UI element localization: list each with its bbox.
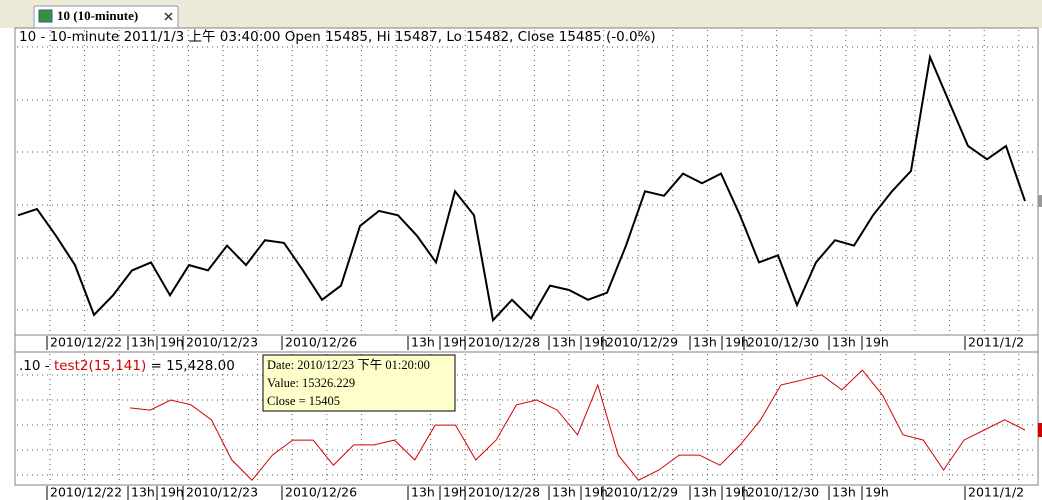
x-tick-label: 2010/12/30 <box>747 335 819 350</box>
x-tick-label: 2010/12/23 <box>186 335 258 350</box>
series-line <box>17 53 1026 323</box>
indicator-prefix: .10 - <box>19 358 54 374</box>
x-tick-label: 19h <box>584 335 608 350</box>
x-tick-label: 19h <box>865 485 889 500</box>
x-tick-label: 13h <box>693 335 717 350</box>
x-tick-label: 13h <box>552 335 576 350</box>
chart-header: 10 - 10-minute 2011/1/3 上午 03:40:00 Open… <box>19 29 656 45</box>
x-tick-label: 19h <box>725 485 749 500</box>
indicator-name: test2(15,141) <box>54 358 146 374</box>
x-tick-label: 19h <box>160 485 184 500</box>
tooltip-line: Value: 15326.229 <box>267 376 355 390</box>
x-tick-label: 2010/12/22 <box>50 485 122 500</box>
x-tick-label: 19h <box>443 485 467 500</box>
indicator-marker <box>1038 423 1042 437</box>
x-tick-label: 13h <box>411 485 435 500</box>
x-tick-label: 2011/1/2 <box>968 485 1024 500</box>
x-tick-label: 2011/1/2 <box>968 335 1024 350</box>
tab-title: 10 (10-minute) <box>57 8 138 23</box>
tab[interactable] <box>33 5 179 28</box>
frame <box>14 27 1039 486</box>
indicator-header: .10 - test2(15,141) = 15,428.00 <box>19 358 235 374</box>
x-tick-label: 13h <box>693 485 717 500</box>
x-tick-label: 19h <box>160 335 184 350</box>
x-tick-label: 19h <box>584 485 608 500</box>
series-line <box>129 369 1026 481</box>
tooltip-line: Close = 15405 <box>267 394 340 408</box>
tab-icon <box>38 9 53 23</box>
x-tick-label: 13h <box>131 485 155 500</box>
x-tick-label: 2010/12/28 <box>468 335 540 350</box>
x-tick-label: 2010/12/23 <box>186 485 258 500</box>
x-tick-label: 19h <box>865 335 889 350</box>
x-tick-label: 13h <box>552 485 576 500</box>
x-tick-label: 19h <box>443 335 467 350</box>
x-tick-label: 2010/12/22 <box>50 335 122 350</box>
tooltip: Date: 2010/12/23 下午 01:20:00 Value: 15326… <box>262 354 456 412</box>
tooltip-line: Date: 2010/12/23 下午 01:20:00 <box>267 358 430 372</box>
x-tick-label: 2010/12/26 <box>285 485 357 500</box>
tooltip-box <box>262 354 456 412</box>
x-tick-label: 13h <box>832 335 856 350</box>
x-tick-label: 19h <box>725 335 749 350</box>
x-tick-label: 2010/12/29 <box>606 485 678 500</box>
x-tick-label: 13h <box>411 335 435 350</box>
x-tick-label: 2010/12/28 <box>468 485 540 500</box>
x-tick-label: 2010/12/26 <box>285 335 357 350</box>
x-tick-label: 2010/12/30 <box>747 485 819 500</box>
indicator-value: = 15,428.00 <box>146 358 235 374</box>
x-tick-label: 13h <box>131 335 155 350</box>
tab-close[interactable] <box>164 12 173 21</box>
x-tick-label: 13h <box>832 485 856 500</box>
x-tick-label: 2010/12/29 <box>606 335 678 350</box>
price-marker <box>1038 195 1042 207</box>
